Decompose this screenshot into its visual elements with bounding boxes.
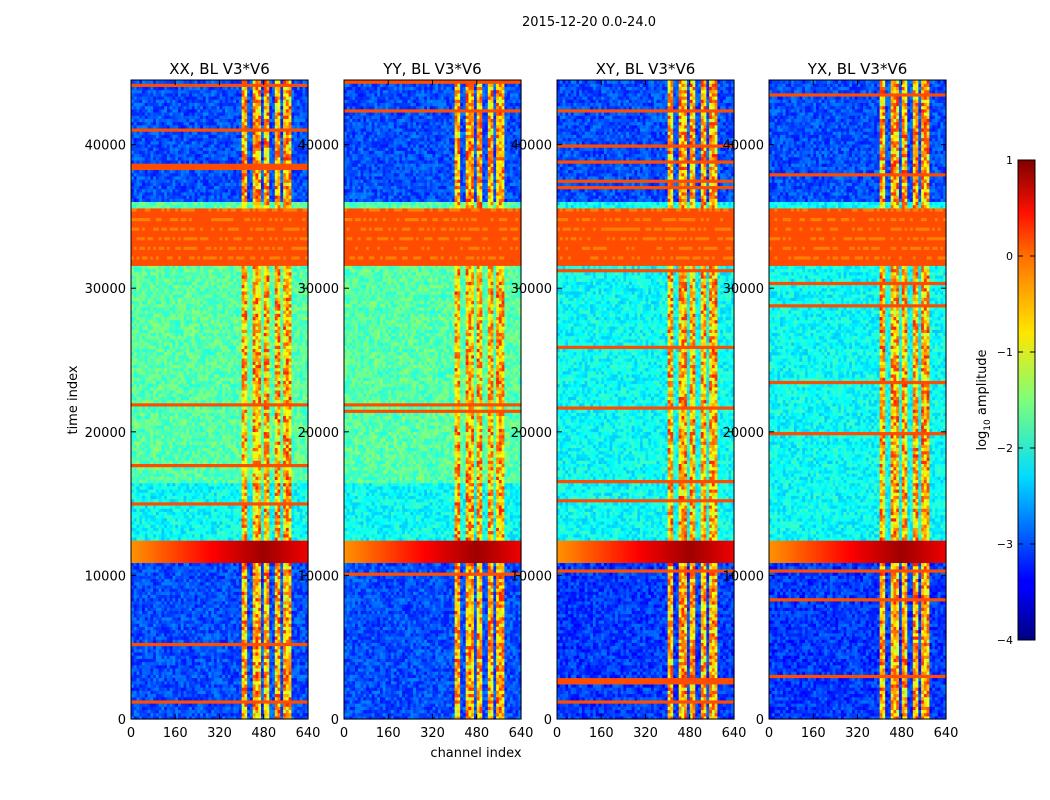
x-axis-label: channel index [430, 746, 521, 761]
y-tick-label: 40000 [85, 139, 126, 154]
x-tick-label: 320 [207, 726, 232, 741]
y-tick-label: 10000 [85, 569, 126, 584]
x-tick-label: 0 [765, 726, 773, 741]
x-tick-label: 0 [553, 726, 561, 741]
figure: 2015-12-20 0.0-24.0 time index channel i… [0, 0, 1050, 800]
colorbar-tick-label: 1 [1006, 154, 1013, 167]
panel-2: XY, BL V3*V6 0 160 320 480 640 0 10000 20000 3000… [511, 60, 747, 741]
figure-suptitle: 2015-12-20 0.0-24.0 [522, 15, 656, 30]
y-tick-label: 20000 [85, 426, 126, 441]
panel-title: XY, BL V3*V6 [596, 60, 696, 78]
y-tick-label: 10000 [723, 569, 764, 584]
x-tick-label: 320 [633, 726, 658, 741]
x-tick-label: 480 [464, 726, 489, 741]
colorbar-label: log10 amplitude [975, 349, 993, 450]
y-tick-label: 10000 [511, 569, 552, 584]
x-tick-label: 640 [509, 726, 534, 741]
panel-0: XX, BL V3*V6 0 160 320 480 640 0 10000 20000 3000… [85, 60, 321, 741]
y-tick-label: 40000 [511, 139, 552, 154]
y-tick-label: 40000 [298, 139, 339, 154]
x-tick-label: 480 [251, 726, 276, 741]
colorbar-tick-label: 0 [1006, 250, 1013, 263]
y-tick-label: 0 [118, 713, 126, 728]
panel-image [769, 80, 947, 720]
colorbar-tick-label: −3 [997, 538, 1013, 551]
y-tick-label: 40000 [723, 139, 764, 154]
y-tick-label: 0 [331, 713, 339, 728]
y-tick-label: 30000 [723, 282, 764, 297]
x-tick-label: 0 [127, 726, 135, 741]
x-tick-label: 480 [889, 726, 914, 741]
x-tick-label: 320 [845, 726, 870, 741]
x-tick-label: 160 [376, 726, 401, 741]
panel-image [131, 80, 309, 720]
x-tick-label: 640 [722, 726, 747, 741]
x-tick-label: 160 [801, 726, 826, 741]
y-tick-label: 0 [544, 713, 552, 728]
colorbar-tick-label: −2 [997, 442, 1013, 455]
x-tick-label: 160 [589, 726, 614, 741]
y-tick-label: 30000 [511, 282, 552, 297]
panel-image [557, 80, 735, 720]
y-tick-label: 30000 [298, 282, 339, 297]
heatmap-panels: XX, BL V3*V6 0 160 320 480 640 0 10000 20000 3000… [85, 60, 959, 741]
x-tick-label: 320 [420, 726, 445, 741]
y-tick-label: 30000 [85, 282, 126, 297]
colorbar-gradient [1018, 160, 1035, 640]
colorbar-tick-label: −1 [997, 346, 1013, 359]
y-tick-label: 10000 [298, 569, 339, 584]
y-tick-label: 0 [756, 713, 764, 728]
panel-1: YY, BL V3*V6 0 160 320 480 640 0 10000 20000 3000… [298, 60, 534, 741]
x-tick-label: 0 [340, 726, 348, 741]
y-tick-label: 20000 [298, 426, 339, 441]
panel-3: YX, BL V3*V6 0 160 320 480 640 0 10000 20000 3000… [723, 60, 959, 741]
y-tick-label: 20000 [511, 426, 552, 441]
x-tick-label: 160 [163, 726, 188, 741]
panel-title: YX, BL V3*V6 [807, 60, 908, 78]
y-tick-label: 20000 [723, 426, 764, 441]
panel-image [344, 80, 522, 720]
x-tick-label: 640 [934, 726, 959, 741]
panel-title: YY, BL V3*V6 [382, 60, 481, 78]
panel-title: XX, BL V3*V6 [169, 60, 270, 78]
colorbar: 1 0 −1 −2 −3 −4 log10 amplitude [975, 154, 1035, 647]
y-axis-label: time index [66, 365, 81, 434]
x-tick-label: 640 [296, 726, 321, 741]
x-tick-label: 480 [677, 726, 702, 741]
colorbar-tick-label: −4 [997, 634, 1013, 647]
